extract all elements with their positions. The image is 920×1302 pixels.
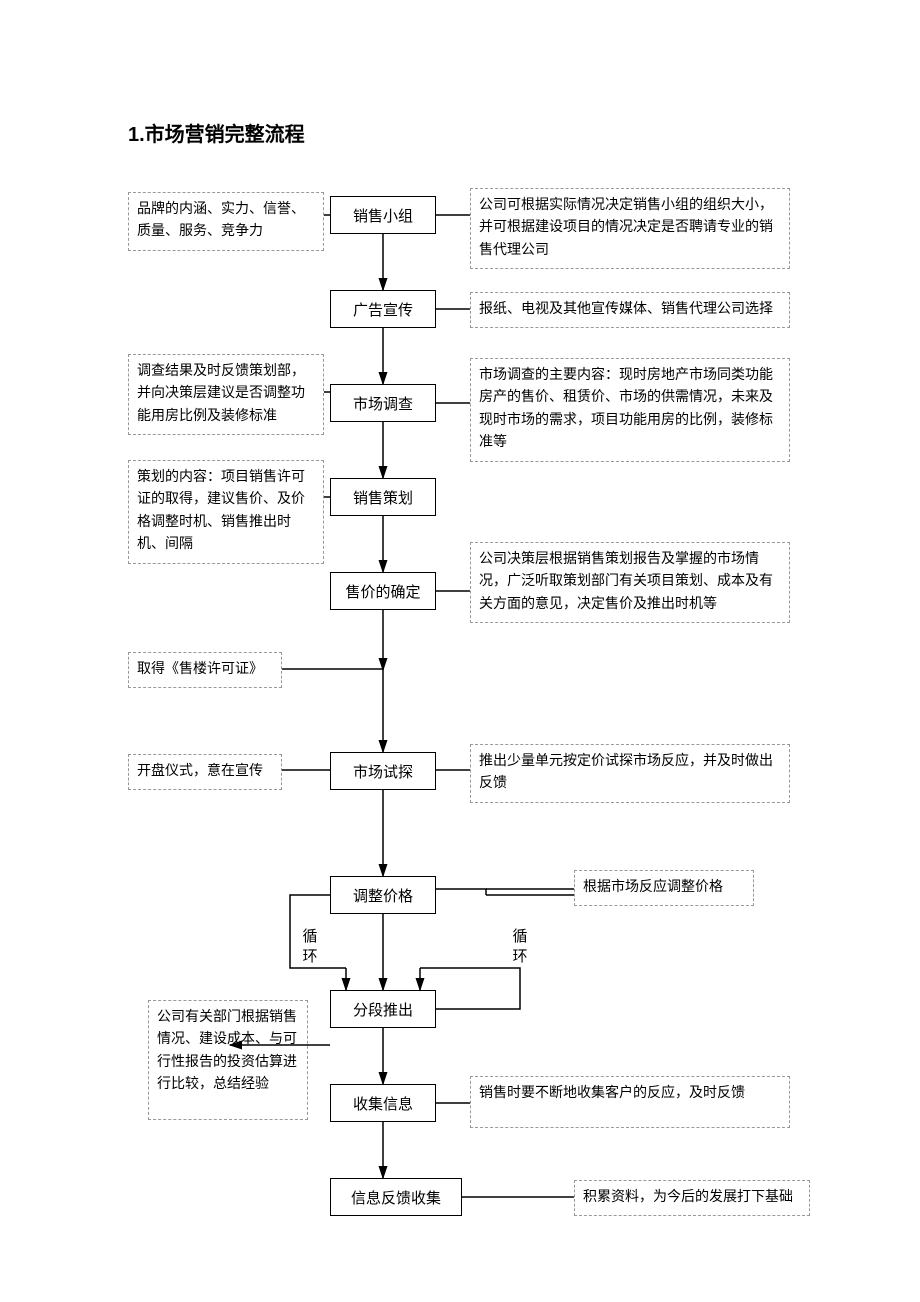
note-survey-content: 市场调查的主要内容：现时房地产市场同类功能房产的售价、租赁价、市场的供需情况，未… (470, 358, 790, 462)
node-label: 分段推出 (353, 999, 413, 1020)
note-survey-feedback: 调查结果及时反馈策划部，并向决策层建议是否调整功能用房比例及装修标准 (128, 354, 324, 435)
node-market-survey: 市场调查 (330, 384, 436, 422)
node-label: 市场调查 (353, 393, 413, 414)
node-market-test: 市场试探 (330, 752, 436, 790)
note-decision: 公司决策层根据销售策划报告及掌握的市场情况，广泛听取策划部门有关项目策划、成本及… (470, 542, 790, 623)
node-phased-launch: 分段推出 (330, 990, 436, 1028)
node-sales-planning: 销售策划 (330, 478, 436, 516)
note-opening: 开盘仪式，意在宣传 (128, 754, 282, 790)
node-label: 广告宣传 (353, 299, 413, 320)
loop-label-right: 循环 (510, 928, 530, 967)
note-planning-content: 策划的内容：项目销售许可证的取得，建议售价、及价格调整时机、销售推出时机、间隔 (128, 460, 324, 564)
note-accumulate: 积累资料，为今后的发展打下基础 (574, 1180, 810, 1216)
note-brand: 品牌的内涵、实力、信誉、质量、服务、竞争力 (128, 192, 324, 251)
loop-label-left: 循环 (300, 928, 320, 967)
note-permit: 取得《售楼许可证》 (128, 652, 282, 688)
node-price-determination: 售价的确定 (330, 572, 436, 610)
node-adjust-price: 调整价格 (330, 876, 436, 914)
note-media: 报纸、电视及其他宣传媒体、销售代理公司选择 (470, 292, 790, 328)
note-test-units: 推出少量单元按定价试探市场反应，并及时做出反馈 (470, 744, 790, 803)
note-team-size: 公司可根据实际情况决定销售小组的组织大小，并可根据建设项目的情况决定是否聘请专业… (470, 188, 790, 269)
note-collect: 销售时要不断地收集客户的反应，及时反馈 (470, 1076, 790, 1128)
note-adjust: 根据市场反应调整价格 (574, 870, 754, 906)
node-collect-info: 收集信息 (330, 1084, 436, 1122)
node-label: 调整价格 (353, 885, 413, 906)
node-sales-team: 销售小组 (330, 196, 436, 234)
page-title: 1.市场营销完整流程 (128, 118, 305, 147)
node-label: 销售策划 (353, 487, 413, 508)
node-label: 信息反馈收集 (351, 1187, 441, 1208)
node-feedback-collection: 信息反馈收集 (330, 1178, 462, 1216)
node-label: 销售小组 (353, 205, 413, 226)
node-label: 售价的确定 (345, 581, 420, 602)
node-label: 市场试探 (353, 761, 413, 782)
page: 1.市场营销完整流程 销售小组 广告宣传 市场调查 销售策划 售价的确定 市场试… (0, 0, 920, 1302)
node-advertising: 广告宣传 (330, 290, 436, 328)
node-label: 收集信息 (353, 1093, 413, 1114)
note-summary: 公司有关部门根据销售情况、建设成本、与可行性报告的投资估算进行比较，总结经验 (148, 1000, 308, 1120)
